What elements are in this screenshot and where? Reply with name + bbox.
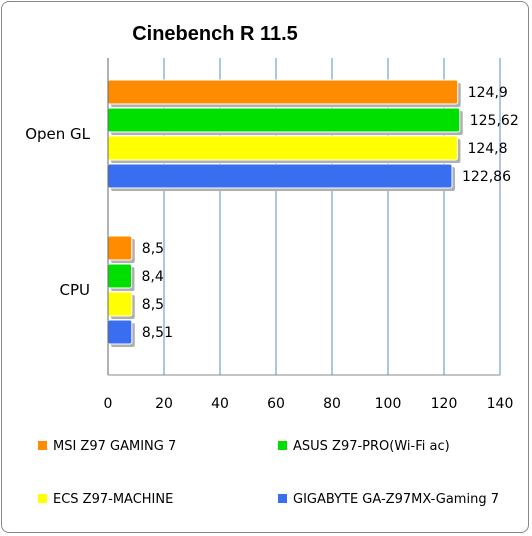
chart-title: Cinebench R 11.5 — [132, 23, 298, 45]
bar — [107, 235, 133, 261]
x-tick-label: 60 — [267, 396, 285, 412]
data-label: 8,51 — [142, 325, 173, 341]
bar — [107, 319, 133, 345]
x-tick-label: 140 — [487, 396, 514, 412]
x-tick-label: 0 — [104, 396, 113, 412]
category-label: Open GL — [25, 125, 90, 143]
data-label: 124,8 — [467, 141, 507, 157]
data-label: 125,62 — [470, 113, 519, 129]
bar — [107, 263, 133, 289]
legend-label: ECS Z97-MACHINE — [53, 492, 173, 507]
bar — [107, 79, 459, 105]
x-tick-label: 40 — [211, 396, 229, 412]
legend-label: GIGABYTE GA-Z97MX-Gaming 7 — [293, 492, 499, 507]
legend-label: ASUS Z97-PRO(Wi-Fi ac) — [293, 439, 450, 454]
x-tick-label: 20 — [155, 396, 173, 412]
axes: 0 20 40 60 80 100 120 140 Open GL CPU — [25, 58, 513, 412]
legend-swatch — [38, 494, 47, 503]
legend: MSI Z97 GAMING 7 ASUS Z97-PRO(Wi-Fi ac) EC… — [38, 439, 499, 507]
bar — [107, 291, 133, 317]
data-label: 8,4 — [142, 269, 164, 285]
bars: 124,9 125,62 124,8 122,86 8,5 8,4 8,5 8,51 — [107, 79, 519, 347]
x-tick-label: 100 — [375, 396, 402, 412]
legend-swatch — [278, 494, 287, 503]
x-tick-label: 80 — [323, 396, 341, 412]
legend-swatch — [278, 441, 287, 450]
data-label: 122,86 — [462, 169, 511, 185]
bar — [107, 107, 461, 133]
legend-swatch — [38, 441, 47, 450]
legend-label: MSI Z97 GAMING 7 — [53, 439, 176, 454]
x-tick-label: 120 — [431, 396, 458, 412]
bar — [107, 135, 458, 161]
data-label: 124,9 — [468, 85, 508, 101]
category-label: CPU — [60, 281, 91, 299]
data-label: 8,5 — [142, 297, 164, 313]
data-label: 8,5 — [142, 241, 164, 257]
bar — [107, 163, 453, 189]
